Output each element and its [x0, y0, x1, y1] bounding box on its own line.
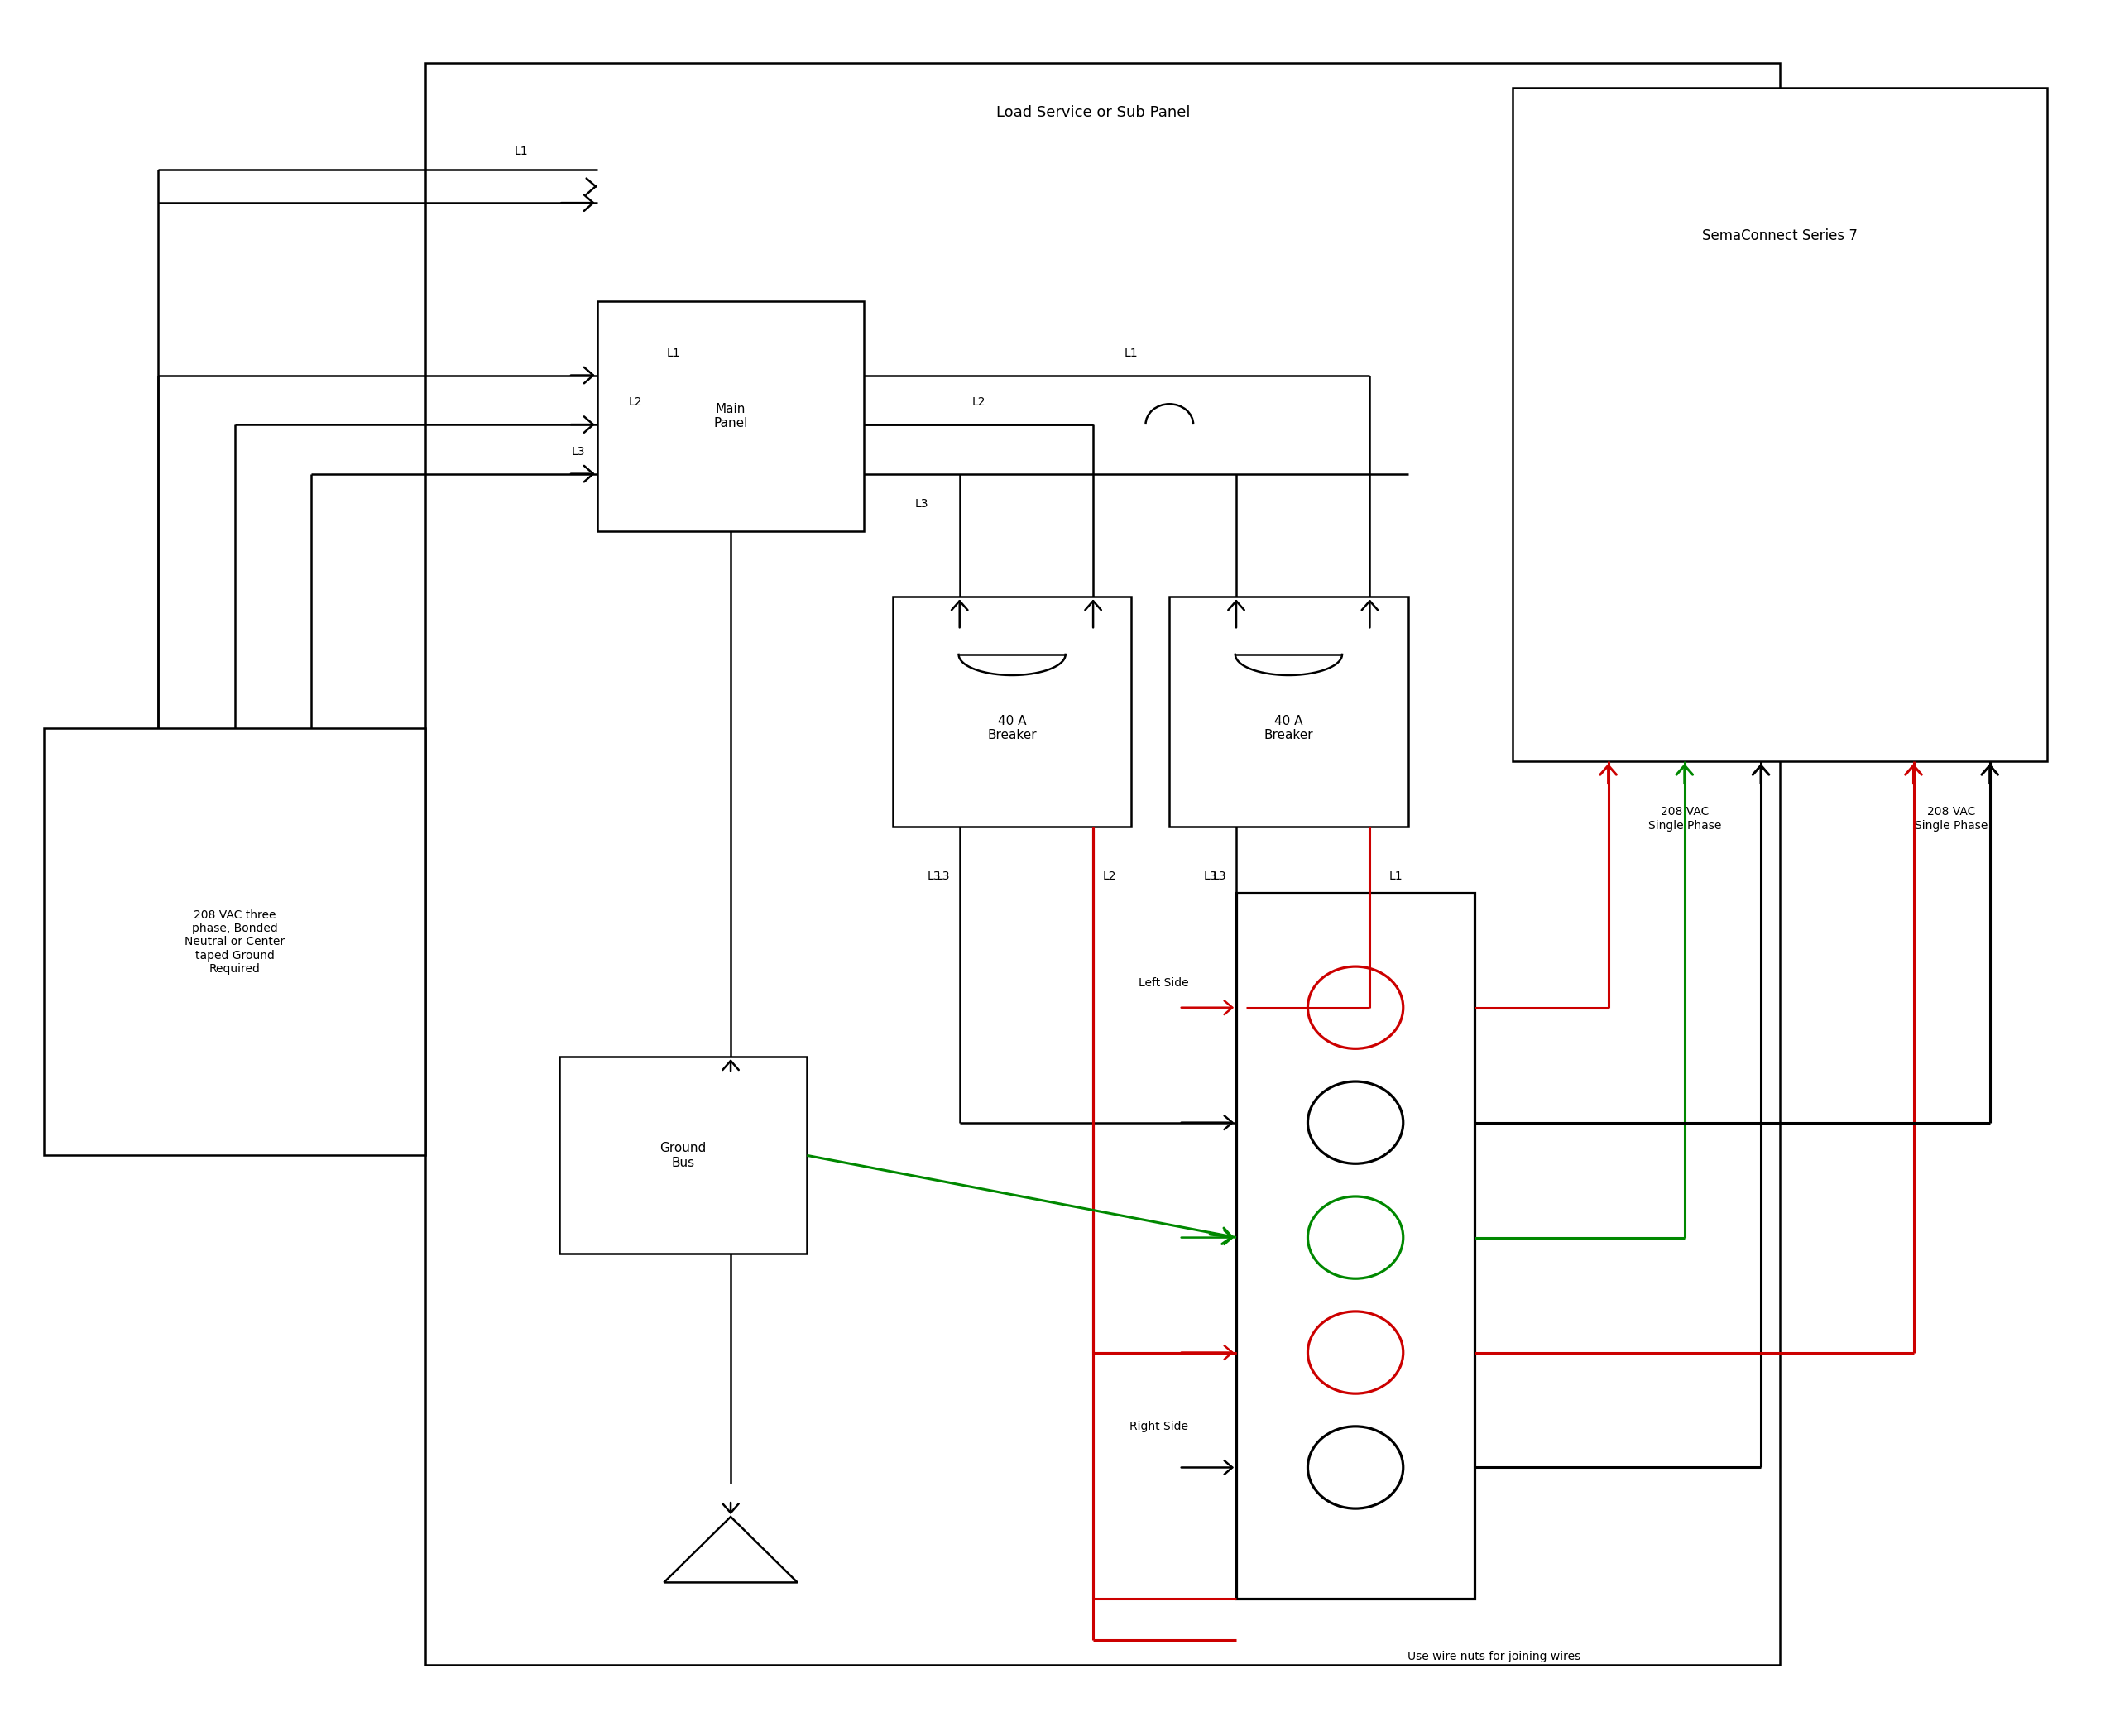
- Text: L3: L3: [937, 870, 949, 882]
- Bar: [44, 729, 426, 1156]
- Bar: [426, 62, 1781, 1665]
- Text: L1: L1: [1388, 870, 1403, 882]
- Text: L1: L1: [1125, 347, 1137, 359]
- Text: L1: L1: [667, 347, 679, 359]
- Text: 208 VAC three
phase, Bonded
Neutral or Center
taped Ground
Required: 208 VAC three phase, Bonded Neutral or C…: [184, 910, 285, 974]
- Text: L2: L2: [973, 396, 985, 408]
- Text: 40 A
Breaker: 40 A Breaker: [987, 715, 1036, 741]
- Text: L3: L3: [914, 498, 928, 510]
- Bar: [1236, 892, 1475, 1599]
- Text: L2: L2: [629, 396, 641, 408]
- Bar: [1513, 89, 2047, 762]
- Text: 208 VAC
Single Phase: 208 VAC Single Phase: [1648, 806, 1722, 832]
- Text: Ground
Bus: Ground Bus: [660, 1142, 707, 1168]
- Text: Main
Panel: Main Panel: [713, 403, 747, 431]
- Text: Left Side: Left Side: [1139, 977, 1188, 990]
- Text: L3: L3: [926, 870, 941, 882]
- Text: L3: L3: [1203, 870, 1217, 882]
- Bar: [597, 302, 865, 531]
- Text: Right Side: Right Side: [1129, 1420, 1188, 1432]
- Bar: [1169, 597, 1407, 826]
- Bar: [893, 597, 1131, 826]
- Text: L3: L3: [572, 446, 584, 457]
- Text: L3: L3: [1213, 870, 1226, 882]
- Text: Use wire nuts for joining wires: Use wire nuts for joining wires: [1407, 1651, 1580, 1661]
- Text: SemaConnect Series 7: SemaConnect Series 7: [1703, 227, 1857, 243]
- Text: 40 A
Breaker: 40 A Breaker: [1264, 715, 1312, 741]
- Text: L1: L1: [515, 146, 528, 156]
- Text: 208 VAC
Single Phase: 208 VAC Single Phase: [1916, 806, 1988, 832]
- Bar: [559, 1057, 806, 1253]
- Text: Load Service or Sub Panel: Load Service or Sub Panel: [996, 106, 1190, 120]
- Text: L2: L2: [1104, 870, 1116, 882]
